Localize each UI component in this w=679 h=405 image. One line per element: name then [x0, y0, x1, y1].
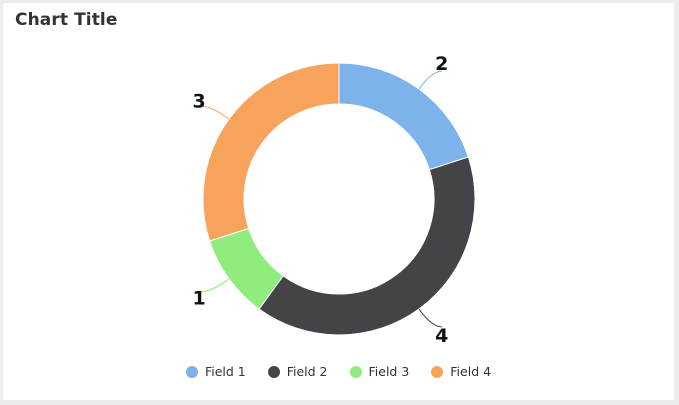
legend-swatch — [431, 365, 444, 378]
legend-swatch — [185, 365, 198, 378]
leader-line — [418, 70, 442, 90]
legend-swatch — [267, 365, 280, 378]
legend-item[interactable]: Field 2 — [267, 364, 328, 379]
legend-item[interactable]: Field 4 — [431, 364, 491, 379]
chart-title: Chart Title — [15, 10, 118, 30]
data-label: 4 — [435, 325, 448, 347]
data-label: 1 — [192, 288, 205, 310]
donut-chart: 2 4 1 3 — [192, 53, 476, 347]
legend-label: Field 2 — [286, 364, 328, 379]
legend-item[interactable]: Field 1 — [185, 364, 246, 379]
legend-item[interactable]: Field 3 — [349, 364, 410, 379]
leader-line — [418, 308, 442, 328]
legend-label: Field 1 — [204, 364, 246, 379]
data-label: 3 — [192, 90, 205, 112]
data-label: 2 — [435, 53, 448, 75]
chart-legend: Field 1 Field 2 Field 3 Field 4 — [3, 364, 674, 379]
legend-label: Field 3 — [368, 364, 410, 379]
slice-field-4[interactable] — [202, 62, 340, 242]
leader-line — [201, 278, 230, 293]
slice-field-2[interactable] — [258, 156, 476, 336]
legend-label: Field 4 — [450, 364, 492, 379]
slice-field-1[interactable] — [338, 62, 469, 171]
legend-swatch — [349, 365, 362, 378]
leader-line — [201, 105, 230, 120]
